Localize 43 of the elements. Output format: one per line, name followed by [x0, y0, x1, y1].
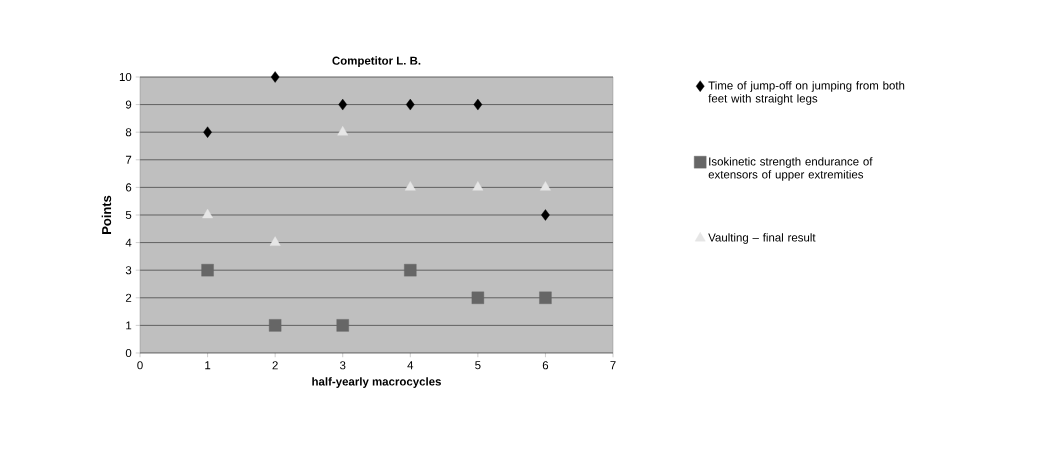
point [203, 126, 212, 138]
y-axis-title: Points [101, 195, 112, 234]
point [404, 181, 416, 191]
y-tick-label: 4 [125, 238, 132, 247]
point [270, 71, 280, 83]
legend-label: Time of jump-off on jumping from both feet with straight legs [708, 81, 905, 105]
point [404, 264, 417, 277]
point [202, 208, 213, 219]
x-axis-title: half-yearly macrocycles [312, 377, 441, 388]
point [338, 98, 348, 111]
legend-label: Vaulting – final result [708, 233, 816, 244]
x-tick-label: 6 [542, 361, 549, 370]
point [337, 126, 349, 136]
y-tick-label: 3 [125, 266, 132, 275]
x-tick-label: 5 [475, 361, 481, 370]
point [405, 98, 415, 111]
y-tick-label: 1 [126, 321, 132, 330]
y-tick-label: 5 [125, 211, 132, 219]
x-tick-label: 4 [407, 361, 414, 370]
y-tick-label: 7 [125, 155, 132, 164]
y-tick-label: 2 [125, 293, 132, 302]
legend-label: Isokinetic strength endurance of extensors of upper extremities [708, 157, 873, 181]
point [201, 264, 214, 277]
point [268, 319, 282, 332]
point [473, 98, 483, 111]
y-tick-label: 10 [119, 72, 132, 82]
point [269, 236, 281, 246]
point [472, 181, 484, 191]
y-tick-label: 9 [125, 100, 132, 109]
y-tick-label: 8 [125, 128, 132, 137]
y-tick-label: 0 [125, 348, 132, 358]
x-tick-label: 0 [137, 361, 143, 370]
point [471, 291, 485, 304]
x-tick-label: 1 [205, 361, 211, 370]
point [539, 291, 552, 304]
point [336, 319, 349, 332]
x-tick-label: 7 [610, 361, 616, 370]
x-tick-label: 2 [272, 361, 278, 370]
y-tick-label: 6 [125, 183, 132, 192]
point [540, 181, 551, 191]
chart-title: Competitor L. B. [332, 56, 421, 67]
x-tick-label: 3 [339, 361, 346, 370]
point [541, 209, 550, 221]
